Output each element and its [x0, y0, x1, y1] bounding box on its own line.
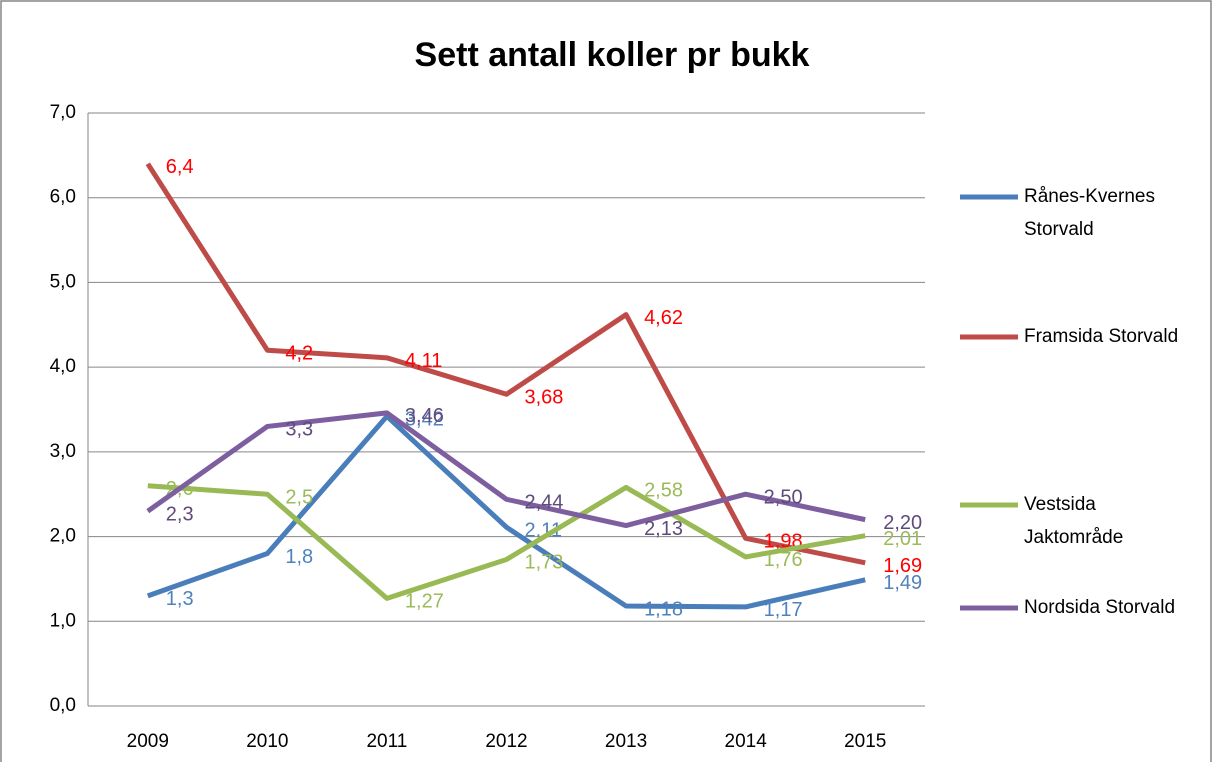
data-label: 4,62 [644, 307, 683, 329]
series-line [145, 162, 866, 566]
series-line [147, 483, 866, 601]
chart-title: Sett antall koller pr bukk [415, 36, 810, 74]
y-tick-label: 2,0 [50, 526, 76, 547]
data-label: 2,50 [764, 486, 803, 508]
y-tick-label: 6,0 [50, 187, 76, 208]
data-label: 2,58 [644, 480, 683, 502]
data-label: 2,01 [883, 528, 922, 550]
series-line [146, 410, 866, 529]
series-line [146, 413, 866, 610]
y-tick-label: 1,0 [50, 610, 76, 631]
x-tick-label: 2013 [605, 731, 647, 752]
x-tick-label: 2010 [246, 731, 288, 752]
data-label: 2,44 [525, 492, 564, 514]
y-tick-label: 4,0 [50, 356, 76, 377]
data-label: 1,3 [166, 588, 194, 610]
legend-label: Rånes-Kvernes Storvald [1024, 186, 1155, 240]
data-label: 3,42 [405, 409, 444, 431]
data-label: 1,69 [883, 555, 922, 577]
data-label: 1,76 [764, 549, 803, 571]
x-tick-label: 2012 [485, 731, 527, 752]
x-tick-label: 2014 [725, 731, 768, 752]
data-label: 2,11 [525, 520, 562, 542]
data-label: 1,73 [525, 552, 564, 574]
legend-label: Vestsida Jaktområde [1024, 494, 1124, 548]
data-label: 4,2 [285, 342, 313, 364]
data-label: 2,3 [166, 503, 194, 525]
x-tick-label: 2009 [127, 731, 169, 752]
data-label: 6,4 [166, 156, 194, 178]
data-label: 2,5 [285, 486, 313, 508]
data-label: 1,18 [644, 598, 683, 620]
data-label: 3,3 [285, 419, 313, 441]
x-tick-label: 2011 [366, 731, 407, 752]
data-label: 2,20 [883, 512, 922, 534]
y-tick-label: 5,0 [50, 271, 76, 292]
y-tick-label: 0,0 [50, 695, 76, 716]
data-label: 1,27 [405, 591, 444, 613]
data-label: 3,68 [525, 387, 564, 409]
legend-label: Nordsida Storvald [1024, 597, 1176, 618]
y-tick-label: 7,0 [50, 102, 76, 123]
data-label: 1,49 [883, 572, 922, 594]
y-tick-label: 3,0 [50, 441, 76, 462]
data-label: 1,8 [285, 546, 313, 568]
x-tick-label: 2015 [844, 731, 886, 752]
data-label: 3,46 [405, 405, 444, 427]
data-label: 4,11 [405, 350, 442, 372]
data-label: 2,13 [644, 518, 683, 540]
legend-label: Framsida Storvald [1024, 326, 1179, 347]
data-label: 1,17 [764, 599, 803, 621]
